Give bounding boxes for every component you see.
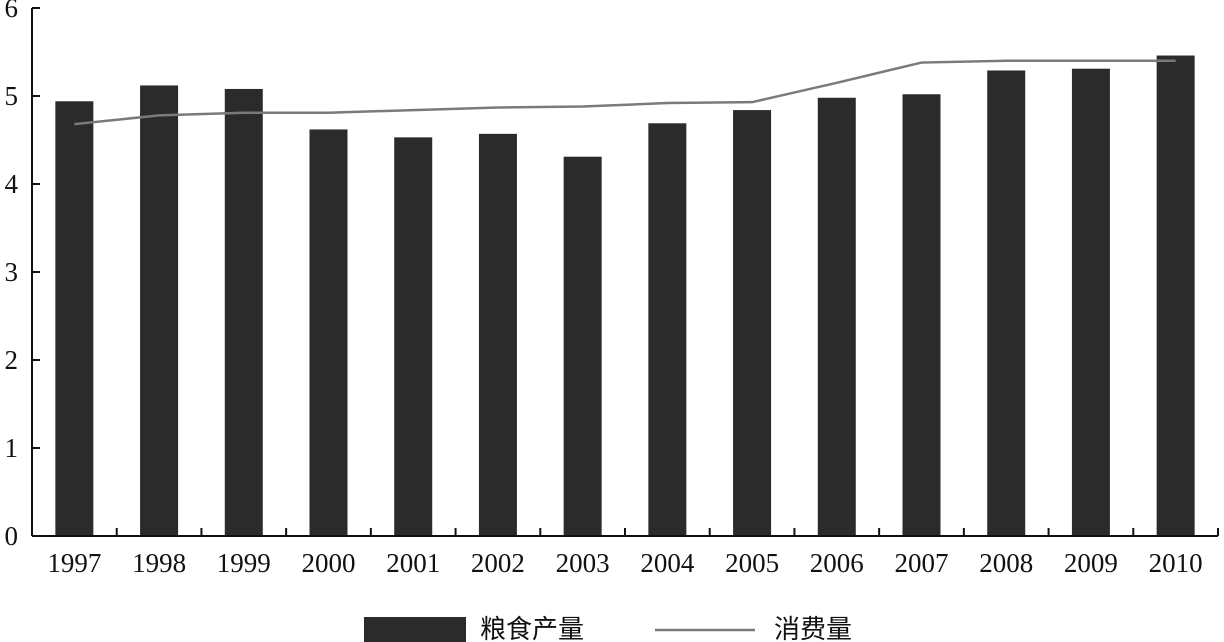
x-tick-label: 2001 xyxy=(386,548,440,578)
x-tick-label: 2002 xyxy=(471,548,525,578)
bar-2007 xyxy=(902,94,941,537)
y-tick-label: 0 xyxy=(5,521,19,551)
bar-2002 xyxy=(478,133,517,536)
legend-bar-label: 粮食产量 xyxy=(480,615,584,642)
x-tick-label: 2009 xyxy=(1064,548,1118,578)
bar-2003 xyxy=(563,156,602,536)
y-tick-label: 4 xyxy=(5,169,19,199)
x-tick-label: 1998 xyxy=(132,548,186,578)
y-tick-label: 1 xyxy=(5,433,19,463)
x-tick-label: 1997 xyxy=(47,548,101,578)
line-group xyxy=(74,59,1176,126)
bar-1997 xyxy=(55,101,94,536)
legend-line-label: 消费量 xyxy=(774,615,852,642)
y-tick-label: 6 xyxy=(5,0,19,23)
bar-1999 xyxy=(224,88,263,537)
series-line-consumption xyxy=(74,59,1176,126)
x-ticks-group: 1997 1998 1999 2000 2001 2002 2003 2004 2005 2006… xyxy=(31,528,1219,578)
bar-2006 xyxy=(817,97,856,536)
bar-2009 xyxy=(1071,68,1110,536)
y-tick-label: 3 xyxy=(5,257,19,287)
x-tick-label: 2006 xyxy=(810,548,864,578)
bar-1998 xyxy=(140,85,179,536)
x-tick-label: 2004 xyxy=(640,548,695,578)
bar-2008 xyxy=(987,70,1026,536)
y-ticks-group: 0 1 2 3 4 5 6 xyxy=(5,0,40,551)
x-tick-label: 2010 xyxy=(1149,548,1203,578)
bar-2000 xyxy=(309,129,348,536)
x-tick-label: 2003 xyxy=(556,548,610,578)
x-tick-label: 2005 xyxy=(725,548,779,578)
x-tick-label: 2007 xyxy=(895,548,949,578)
x-tick-label: 1999 xyxy=(217,548,271,578)
x-tick-label: 2008 xyxy=(979,548,1033,578)
bars-group xyxy=(55,55,1195,537)
bar-2004 xyxy=(648,123,687,536)
y-tick-label: 5 xyxy=(5,81,19,111)
axes-group xyxy=(31,8,1218,537)
legend: 粮食产量 消费量 xyxy=(364,615,852,642)
y-tick-label: 2 xyxy=(5,345,19,375)
bar-2005 xyxy=(733,110,772,536)
bar-2010 xyxy=(1156,55,1195,537)
bar-2001 xyxy=(394,137,433,537)
x-tick-label: 2000 xyxy=(302,548,356,578)
legend-bar-swatch xyxy=(364,617,466,642)
